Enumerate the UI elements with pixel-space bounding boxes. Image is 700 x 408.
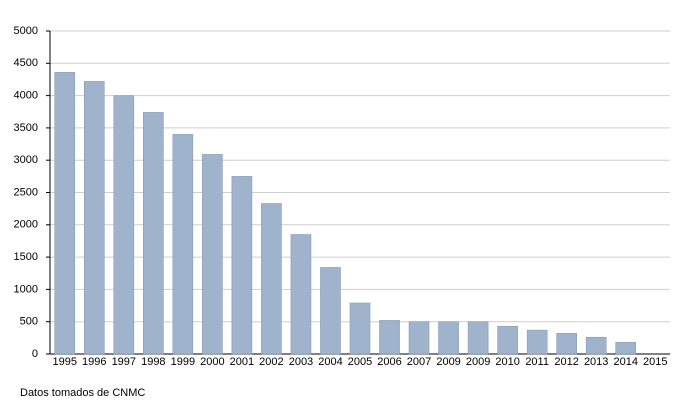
y-tick-label: 2000 (14, 219, 38, 231)
y-tick-label: 2500 (14, 186, 38, 198)
bar (497, 325, 518, 355)
y-tick-label: 4500 (14, 57, 38, 69)
bar (231, 176, 253, 355)
x-tick-label: 1995 (53, 356, 77, 368)
bar (113, 95, 135, 355)
x-tick-label: 2004 (318, 356, 342, 368)
x-tick-label: 2014 (613, 356, 637, 368)
bar (320, 267, 341, 355)
bar (290, 234, 312, 355)
x-tick-label: 2009 (466, 356, 490, 368)
x-tick-label: 2001 (230, 356, 254, 368)
x-tick-label: 2013 (584, 356, 608, 368)
source-note: Datos tomados de CNMC (20, 387, 145, 399)
x-tick-label: 2006 (377, 356, 401, 368)
y-tick-label: 1000 (14, 283, 38, 295)
bar (83, 81, 105, 355)
x-tick-label: 1998 (141, 356, 165, 368)
bar (585, 336, 607, 355)
y-tick-label: 3000 (14, 154, 38, 166)
x-tick-label: 2005 (348, 356, 372, 368)
y-tick-label: 500 (20, 316, 38, 328)
y-tick-label: 5000 (14, 25, 38, 37)
x-tick-label: 2015 (643, 356, 667, 368)
bar (408, 321, 430, 355)
x-tick-label: 2003 (289, 356, 313, 368)
y-tick-label: 3500 (14, 122, 38, 134)
bar (54, 72, 76, 355)
bar (615, 342, 637, 355)
bar (261, 203, 282, 355)
x-tick-label: 2002 (259, 356, 283, 368)
x-tick-label: 2011 (525, 356, 549, 368)
bar (526, 329, 548, 355)
y-tick-label: 1500 (14, 251, 38, 263)
bar (349, 302, 371, 355)
bar (172, 134, 194, 355)
x-tick-label: 2010 (495, 356, 519, 368)
bar (556, 333, 577, 355)
x-tick-label: 1997 (112, 356, 136, 368)
x-tick-label: 2012 (554, 356, 578, 368)
y-tick-label: 0 (32, 348, 38, 360)
x-tick-label: 1996 (82, 356, 106, 368)
x-tick-label: 2000 (200, 356, 224, 368)
bar (438, 321, 459, 355)
x-tick-label: 2009 (436, 356, 460, 368)
bar (379, 320, 400, 355)
y-tick-label: 4000 (14, 90, 38, 102)
x-tick-label: 1999 (171, 356, 195, 368)
bar (467, 321, 489, 355)
bar (143, 112, 164, 355)
x-tick-label: 2007 (407, 356, 431, 368)
bar (202, 154, 223, 355)
